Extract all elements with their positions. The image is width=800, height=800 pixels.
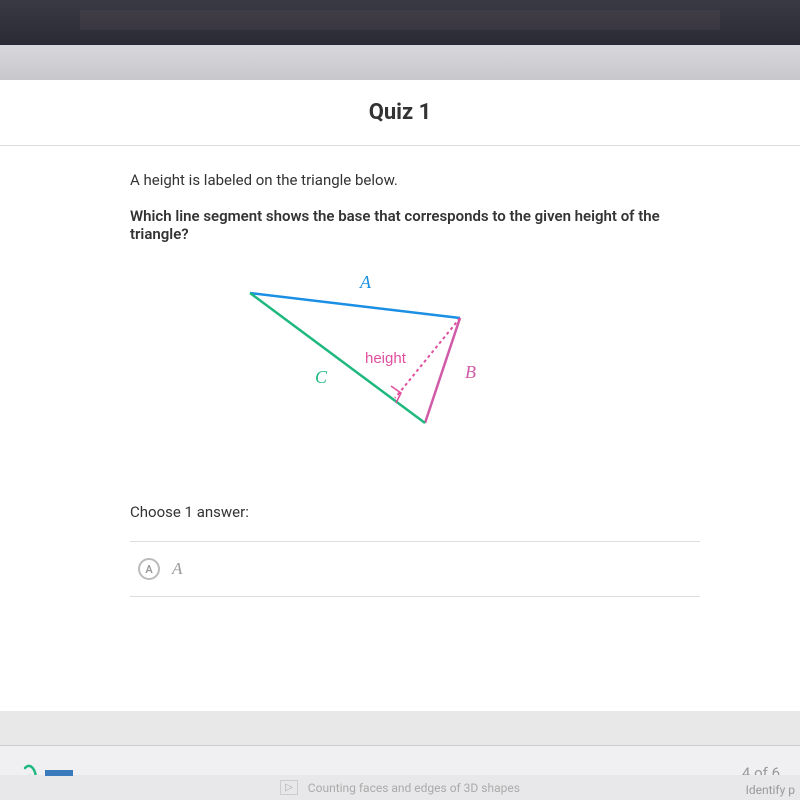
- question-intro: A height is labeled on the triangle belo…: [130, 171, 700, 189]
- vertex-label-c: C: [315, 367, 328, 387]
- play-icon[interactable]: ▷: [280, 780, 298, 795]
- top-dark-header: [0, 0, 800, 45]
- choose-answer-label: Choose 1 answer:: [130, 503, 700, 521]
- vertex-label-a: A: [359, 272, 372, 292]
- quiz-content: A height is labeled on the triangle belo…: [0, 146, 800, 711]
- quiz-title: Quiz 1: [20, 100, 780, 125]
- question-main: Which line segment shows the base that c…: [130, 207, 700, 243]
- tab-text[interactable]: Counting faces and edges of 3D shapes: [308, 781, 520, 795]
- height-label: height: [365, 350, 407, 367]
- answer-option-a[interactable]: A A: [130, 541, 700, 597]
- bottom-tab-bar: ▷ Counting faces and edges of 3D shapes …: [0, 775, 800, 800]
- side-b: [425, 318, 460, 423]
- triangle-figure: A B C height: [210, 263, 510, 453]
- vertex-label-b: B: [465, 362, 476, 382]
- identify-text: Identify p: [746, 783, 795, 797]
- side-a: [250, 293, 460, 318]
- subheader-bar: [0, 45, 800, 80]
- answer-text-a: A: [172, 559, 182, 579]
- triangle-svg: A B C height: [210, 263, 510, 453]
- progress-indicator: [45, 770, 73, 776]
- answer-radio-a[interactable]: A: [138, 558, 160, 580]
- quiz-title-container: Quiz 1: [0, 80, 800, 146]
